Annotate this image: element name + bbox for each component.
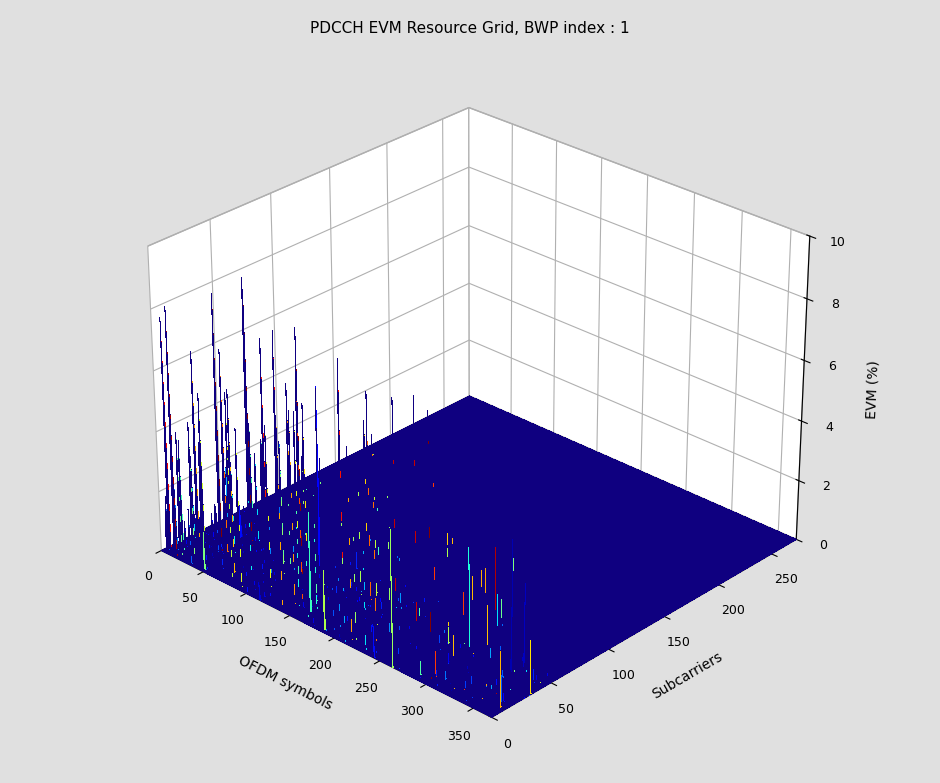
Y-axis label: Subcarriers: Subcarriers <box>650 649 725 702</box>
Title: PDCCH EVM Resource Grid, BWP index : 1: PDCCH EVM Resource Grid, BWP index : 1 <box>310 21 630 36</box>
X-axis label: OFDM symbols: OFDM symbols <box>236 653 335 713</box>
